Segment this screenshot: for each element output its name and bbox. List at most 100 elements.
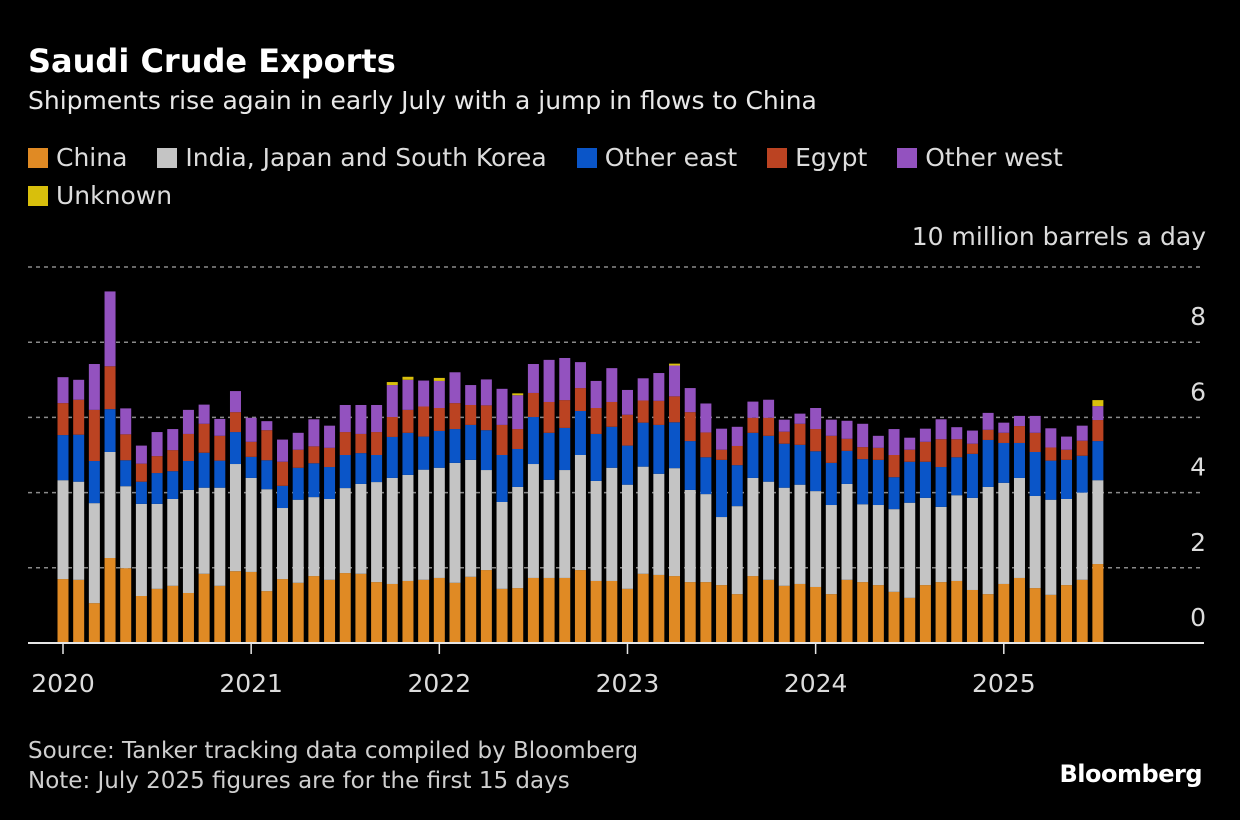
bar-segment-egypt (621, 414, 633, 446)
bar-segment-china (214, 585, 226, 643)
bar-segment-other-west (214, 418, 226, 436)
bar-segment-other-west (182, 409, 194, 434)
bar-segment-egypt (57, 403, 69, 436)
bar-segment-china (857, 582, 869, 643)
bar-segment-india-japan-and-south-korea (810, 491, 822, 587)
y-tick-labels: 0 2 4 6 8 (1190, 302, 1206, 632)
bar-segment-other-east (669, 422, 681, 469)
bar-segment-egypt (371, 432, 383, 455)
bar-segment-china (559, 577, 571, 643)
bar-segment-india-japan-and-south-korea (261, 489, 273, 592)
bar-segment-other-east (982, 439, 994, 487)
bar-segment-other-east (621, 445, 633, 485)
y-tick-label: 6 (1190, 377, 1206, 406)
bar-segment-other-west (371, 404, 383, 433)
bar-segment-other-east (88, 461, 100, 504)
bar-segment-india-japan-and-south-korea (747, 477, 759, 577)
bar-segment-india-japan-and-south-korea (324, 498, 336, 580)
bar-segment-egypt (167, 450, 179, 472)
bar-segment-other-west (1061, 436, 1073, 450)
bar-segment-other-west (888, 429, 900, 455)
bar-segment-china (778, 585, 790, 643)
bar-segment-unknown (1092, 400, 1104, 407)
chart-subtitle: Shipments rise again in early July with … (28, 86, 817, 115)
bar-segment-egypt (151, 456, 163, 474)
bar-segment-other-east (904, 461, 916, 503)
bar-segment-china (277, 579, 289, 643)
bar-segment-china (57, 579, 69, 643)
legend-item-china: China (28, 140, 127, 176)
bar-segment-egypt (857, 447, 869, 460)
bar-segment-egypt (1076, 440, 1088, 456)
bar-segment-other-east (527, 417, 539, 465)
bar-segment-other-east (324, 467, 336, 499)
bar-segment-china (810, 586, 822, 643)
legend-swatch-other-west (897, 148, 918, 168)
bar-segment-other-east (700, 457, 712, 495)
bar-segment-china (261, 591, 273, 643)
bar-segment-china (88, 603, 100, 643)
bar-segment-india-japan-and-south-korea (590, 480, 602, 581)
bar-segment-egypt (872, 447, 884, 460)
bar-segment-china (229, 571, 241, 643)
bar-segment-egypt (606, 401, 618, 427)
bar-segment-india-japan-and-south-korea (1045, 499, 1057, 595)
bar-segment-other-east (653, 424, 665, 474)
bar-segment-other-west (433, 380, 445, 408)
bar-segment-unknown (386, 382, 398, 386)
bar-segment-egypt (951, 439, 963, 458)
legend-item-other-west: Other west (897, 140, 1063, 176)
bar-segment-egypt (653, 400, 665, 425)
bar-segment-china (935, 582, 947, 643)
bar-segment-other-west (904, 437, 916, 450)
legend-item-other-east: Other east (576, 140, 737, 176)
y-tick-label: 8 (1190, 302, 1206, 331)
bar-segment-egypt (433, 408, 445, 431)
bar-segment-india-japan-and-south-korea (1013, 477, 1025, 578)
bar-segment-other-east (214, 460, 226, 488)
bar-segment-india-japan-and-south-korea (527, 464, 539, 578)
source-text: Source: Tanker tracking data compiled by… (28, 738, 639, 764)
bar-segment-india-japan-and-south-korea (512, 486, 524, 589)
bar-segment-other-west (1092, 406, 1104, 421)
bar-segment-india-japan-and-south-korea (480, 470, 492, 571)
bar-segment-other-east (433, 430, 445, 468)
y-tick-label: 0 (1190, 603, 1206, 632)
bar-segment-india-japan-and-south-korea (919, 497, 931, 586)
bar-segment-other-west (73, 379, 85, 400)
bar-segment-india-japan-and-south-korea (574, 455, 586, 571)
bar-segment-other-west (621, 389, 633, 415)
bar-segment-other-west (512, 395, 524, 430)
bar-segment-other-west (543, 359, 555, 402)
bar-segment-india-japan-and-south-korea (229, 464, 241, 572)
bar-segment-other-west (245, 417, 257, 442)
bar-segment-other-west (277, 439, 289, 462)
bar-segment-other-west (763, 399, 775, 418)
bar-segment-other-west (716, 428, 728, 450)
bar-segment-other-east (841, 450, 853, 484)
bar-segment-other-west (480, 379, 492, 406)
bar-segment-egypt (527, 392, 539, 418)
bar-segment-other-east (747, 432, 759, 478)
bar-segment-egypt (182, 433, 194, 462)
bar-segment-other-east (919, 461, 931, 498)
bar-segment-china (355, 573, 367, 643)
bar-segment-egypt (684, 412, 696, 442)
bar-segment-egypt (324, 447, 336, 468)
bar-segment-china (716, 585, 728, 643)
bar-segment-china (245, 571, 257, 643)
bar-segment-other-east (794, 444, 806, 485)
bar-segment-other-west (418, 380, 430, 407)
bar-segment-other-west (229, 391, 241, 413)
bar-segment-egypt (104, 366, 116, 410)
bar-segment-other-west (402, 379, 414, 410)
bar-segment-china (731, 594, 743, 643)
legend-label: Unknown (56, 181, 173, 210)
bar-segment-egypt (465, 404, 477, 425)
bar-segment-egypt (120, 434, 132, 461)
bar-segment-egypt (841, 438, 853, 451)
bar-segment-other-east (371, 455, 383, 483)
bar-segment-other-west (669, 365, 681, 397)
bar-segment-india-japan-and-south-korea (449, 462, 461, 583)
bar-segment-other-west (292, 432, 304, 450)
